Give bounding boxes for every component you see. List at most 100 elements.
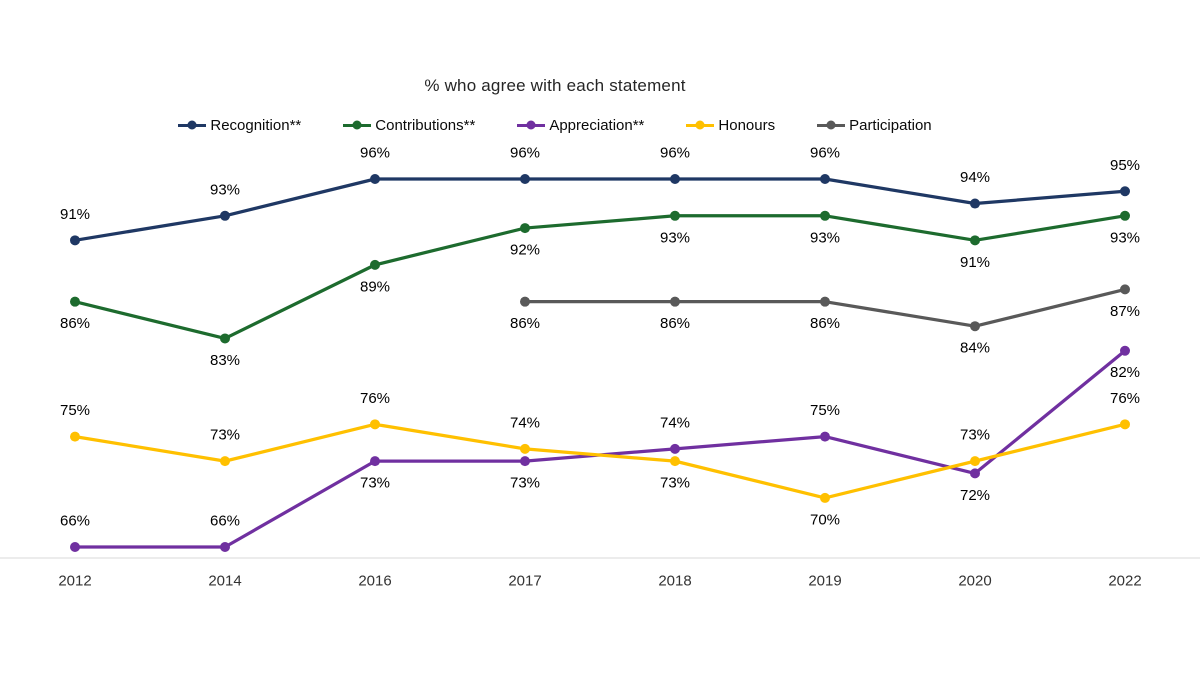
- data-label: 86%: [660, 315, 690, 332]
- data-point: [220, 542, 230, 553]
- data-label: 96%: [510, 145, 540, 162]
- x-tick-label: 2020: [958, 573, 991, 590]
- data-label: 73%: [660, 475, 690, 492]
- data-point: [520, 223, 530, 234]
- data-label: 74%: [660, 414, 690, 431]
- data-point: [820, 174, 830, 184]
- data-point: [970, 321, 980, 332]
- data-point: [670, 174, 680, 184]
- data-point: [370, 259, 380, 270]
- data-point: [70, 431, 80, 442]
- legend-dot-icon: [352, 120, 362, 130]
- data-point: [670, 443, 680, 454]
- data-label: 75%: [60, 402, 90, 419]
- data-point: [1120, 345, 1130, 356]
- data-point: [670, 210, 680, 221]
- data-point: [520, 456, 530, 467]
- data-label: 86%: [510, 315, 540, 332]
- data-label: 93%: [660, 229, 690, 246]
- legend-label: Honours: [718, 116, 776, 134]
- x-tick-label: 2019: [808, 573, 841, 590]
- legend-label: Recognition**: [210, 116, 302, 134]
- data-point: [670, 456, 680, 467]
- legend-dot-icon: [695, 120, 705, 130]
- data-point: [370, 456, 380, 467]
- data-label: 73%: [210, 427, 240, 444]
- legend-item-appreciation: Appreciation**: [517, 117, 644, 134]
- data-point: [820, 296, 830, 307]
- data-label: 66%: [60, 513, 90, 530]
- data-point: [1120, 419, 1130, 430]
- x-tick-label: 2018: [658, 573, 691, 590]
- data-point: [220, 333, 230, 344]
- data-label: 96%: [660, 145, 690, 162]
- data-label: 91%: [960, 254, 990, 271]
- data-label: 94%: [960, 169, 990, 186]
- data-label: 83%: [210, 352, 240, 369]
- data-point: [220, 210, 230, 221]
- legend-item-honours: Honours: [686, 117, 775, 134]
- legend-dot-icon: [826, 120, 836, 130]
- data-label: 89%: [360, 278, 390, 295]
- legend-label: Participation: [849, 116, 932, 134]
- series-line-recognition: [73, 177, 1127, 242]
- legend-line-marker-icon: [343, 120, 372, 130]
- data-point: [1120, 186, 1130, 197]
- legend-item-contributions: Contributions**: [343, 117, 475, 134]
- data-point: [370, 419, 380, 430]
- legend-line-marker-icon: [817, 120, 846, 130]
- legend-dot-icon: [187, 120, 197, 130]
- chart-title: % who agree with each statement: [424, 76, 686, 95]
- data-label: 86%: [60, 315, 90, 332]
- data-label: 76%: [1110, 390, 1140, 407]
- data-point: [1120, 284, 1130, 295]
- data-label: 66%: [210, 513, 240, 530]
- x-tick-label: 2022: [1108, 573, 1141, 590]
- data-label: 87%: [1110, 303, 1140, 320]
- legend-item-participation: Participation: [817, 117, 932, 134]
- data-label: 73%: [960, 427, 990, 444]
- data-label: 70%: [810, 511, 840, 528]
- data-label: 82%: [1110, 364, 1140, 381]
- data-point: [820, 492, 830, 503]
- data-label: 93%: [810, 229, 840, 246]
- legend-line-marker-icon: [517, 120, 546, 130]
- data-label: 72%: [960, 487, 990, 504]
- x-tick-label: 2017: [508, 573, 541, 590]
- data-point: [370, 174, 380, 184]
- chart-legend: Recognition** Contributions** Appreciation…: [0, 115, 1110, 135]
- data-label: 96%: [810, 145, 840, 162]
- data-label: 74%: [510, 414, 540, 431]
- data-point: [970, 456, 980, 467]
- data-label: 73%: [360, 475, 390, 492]
- data-label: 96%: [360, 145, 390, 162]
- data-point: [970, 235, 980, 246]
- data-point: [1120, 210, 1130, 221]
- data-point: [520, 296, 530, 307]
- legend-dot-icon: [526, 120, 536, 130]
- data-point: [820, 431, 830, 442]
- data-label: 95%: [1110, 157, 1140, 174]
- data-point: [970, 468, 980, 479]
- legend-label: Contributions**: [375, 116, 476, 134]
- data-point: [670, 296, 680, 307]
- data-label: 75%: [810, 402, 840, 419]
- data-label: 73%: [510, 475, 540, 492]
- series-line-honours: [73, 422, 1127, 500]
- data-point: [70, 235, 80, 246]
- data-label: 84%: [960, 340, 990, 357]
- data-point: [70, 296, 80, 307]
- series-line-contributions: [73, 214, 1127, 341]
- data-label: 91%: [60, 206, 90, 223]
- legend-line-marker-icon: [178, 120, 207, 130]
- legend-label: Appreciation**: [549, 116, 645, 134]
- data-label: 92%: [510, 242, 540, 259]
- x-tick-label: 2012: [58, 573, 91, 590]
- data-point: [520, 174, 530, 184]
- data-label: 93%: [1110, 229, 1140, 246]
- legend-line-marker-icon: [686, 120, 715, 130]
- x-tick-label: 2014: [208, 573, 241, 590]
- data-label: 76%: [360, 390, 390, 407]
